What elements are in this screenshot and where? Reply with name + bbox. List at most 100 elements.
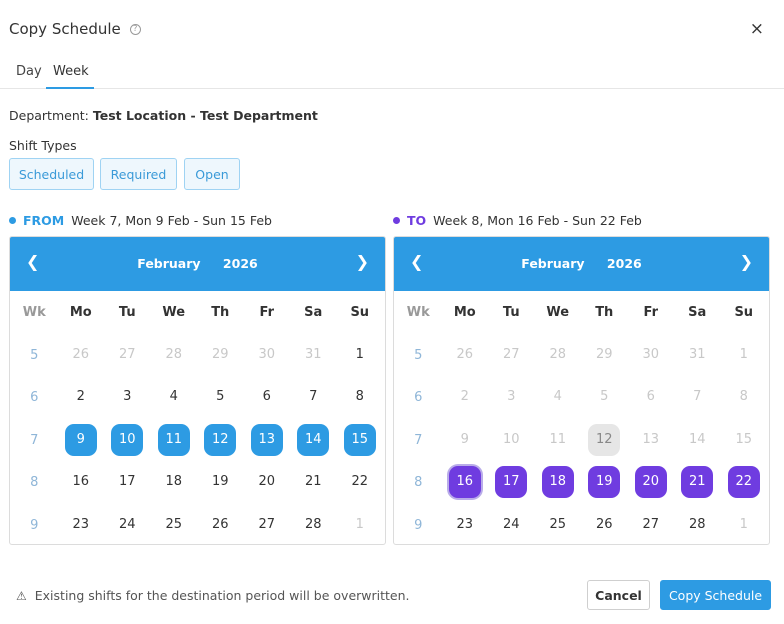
from-day-number: 20 (258, 474, 276, 489)
from-day-cell[interactable]: 18 (151, 466, 198, 498)
to-day-cell[interactable]: 24 (488, 509, 535, 541)
shift-type-scheduled-button[interactable]: Scheduled (9, 158, 94, 190)
shift-type-required-button[interactable]: Required (100, 158, 177, 190)
to-day-number: 2 (460, 389, 469, 404)
from-day-cell[interactable]: 27 (244, 509, 291, 541)
to-day-cell[interactable]: 18 (535, 466, 582, 498)
to-month[interactable]: February (521, 256, 585, 271)
from-day-cell[interactable]: 21 (290, 466, 337, 498)
from-day-cell[interactable]: 26 (197, 509, 244, 541)
from-keyword: FROM (23, 213, 65, 228)
to-day-cell: 9 (442, 424, 489, 456)
to-day-number: 20 (634, 466, 667, 498)
to-day-cell: 3 (488, 381, 535, 413)
from-weekday-header: Th (211, 305, 230, 320)
to-day-number: 26 (595, 517, 613, 532)
cancel-button[interactable]: Cancel (587, 580, 650, 610)
from-day-cell[interactable]: 2 (58, 381, 105, 413)
from-day-cell[interactable]: 28 (290, 509, 337, 541)
from-day-cell[interactable]: 19 (197, 466, 244, 498)
from-day-cell[interactable]: 15 (337, 424, 384, 456)
tab-day[interactable]: Day (16, 64, 42, 79)
to-day-cell[interactable]: 22 (721, 466, 768, 498)
to-week-number[interactable]: 8 (414, 475, 423, 490)
to-day-cell[interactable]: 16 (442, 466, 489, 498)
from-day-cell[interactable]: 12 (197, 424, 244, 456)
shift-type-open-button[interactable]: Open (184, 158, 240, 190)
to-day-number: 27 (642, 517, 660, 532)
from-prev-month-icon[interactable]: ❮ (26, 252, 40, 271)
copy-schedule-button[interactable]: Copy Schedule (660, 580, 771, 610)
tab-week[interactable]: Week (53, 64, 89, 79)
from-day-cell[interactable]: 14 (290, 424, 337, 456)
from-day-number: 8 (355, 389, 364, 404)
from-day-cell[interactable]: 6 (244, 381, 291, 413)
to-day-cell: 5 (581, 381, 628, 413)
to-range-text: Week 8, Mon 16 Feb - Sun 22 Feb (433, 213, 642, 228)
from-range-label: FROM Week 7, Mon 9 Feb - Sun 15 Feb (9, 213, 272, 228)
from-day-cell[interactable]: 10 (104, 424, 151, 456)
from-day-cell[interactable]: 4 (151, 381, 198, 413)
to-day-cell[interactable]: 21 (674, 466, 721, 498)
to-week-number[interactable]: 9 (414, 518, 423, 533)
to-prev-month-icon[interactable]: ❮ (410, 252, 424, 271)
to-week-number[interactable]: 5 (414, 348, 423, 363)
from-day-cell[interactable]: 1 (337, 339, 384, 371)
from-week-number[interactable]: 9 (30, 518, 39, 533)
from-day-cell[interactable]: 8 (337, 381, 384, 413)
from-day-number: 3 (123, 389, 132, 404)
from-day-cell[interactable]: 9 (58, 424, 105, 456)
shift-types-label: Shift Types (9, 138, 77, 153)
to-year[interactable]: 2026 (606, 256, 642, 271)
from-day-number: 24 (118, 517, 136, 532)
to-day-cell[interactable]: 26 (581, 509, 628, 541)
from-week-number[interactable]: 6 (30, 390, 39, 405)
from-day-number: 10 (111, 424, 144, 456)
from-day-cell[interactable]: 7 (290, 381, 337, 413)
to-next-month-icon[interactable]: ❯ (739, 252, 753, 271)
from-day-cell: 28 (151, 339, 198, 371)
to-day-cell[interactable]: 17 (488, 466, 535, 498)
to-keyword: TO (407, 213, 427, 228)
to-day-cell[interactable]: 12 (581, 424, 628, 456)
from-day-cell[interactable]: 22 (337, 466, 384, 498)
to-day-cell[interactable]: 19 (581, 466, 628, 498)
from-next-month-icon[interactable]: ❯ (355, 252, 369, 271)
from-day-number: 30 (258, 347, 276, 362)
to-week-number[interactable]: 6 (414, 390, 423, 405)
to-day-cell[interactable]: 27 (628, 509, 675, 541)
close-icon[interactable]: × (749, 19, 764, 39)
from-month[interactable]: February (137, 256, 201, 271)
to-day-cell: 13 (628, 424, 675, 456)
to-weekday-header: Th (595, 305, 614, 320)
to-week-number[interactable]: 7 (414, 433, 423, 448)
from-day-cell[interactable]: 20 (244, 466, 291, 498)
from-year[interactable]: 2026 (222, 256, 258, 271)
to-day-cell[interactable]: 20 (628, 466, 675, 498)
from-day-cell: 1 (337, 509, 384, 541)
from-day-cell[interactable]: 3 (104, 381, 151, 413)
from-day-cell[interactable]: 17 (104, 466, 151, 498)
from-day-cell[interactable]: 25 (151, 509, 198, 541)
to-day-cell[interactable]: 25 (535, 509, 582, 541)
to-day-cell[interactable]: 23 (442, 509, 489, 541)
from-day-number: 16 (72, 474, 90, 489)
to-day-cell[interactable]: 28 (674, 509, 721, 541)
help-icon[interactable]: ? (129, 23, 141, 35)
from-day-cell[interactable]: 23 (58, 509, 105, 541)
from-day-number: 1 (355, 517, 364, 532)
from-day-cell[interactable]: 13 (244, 424, 291, 456)
from-week-number[interactable]: 7 (30, 433, 39, 448)
from-day-number: 28 (304, 517, 322, 532)
from-day-cell[interactable]: 24 (104, 509, 151, 541)
from-day-number: 17 (118, 474, 136, 489)
from-week-number[interactable]: 8 (30, 475, 39, 490)
from-day-cell[interactable]: 5 (197, 381, 244, 413)
from-day-cell[interactable]: 16 (58, 466, 105, 498)
to-day-number: 14 (688, 432, 706, 447)
from-day-cell[interactable]: 11 (151, 424, 198, 456)
to-day-cell: 29 (581, 339, 628, 371)
to-day-number: 31 (688, 347, 706, 362)
department-value: Test Location - Test Department (92, 108, 318, 123)
from-week-number[interactable]: 5 (30, 348, 39, 363)
